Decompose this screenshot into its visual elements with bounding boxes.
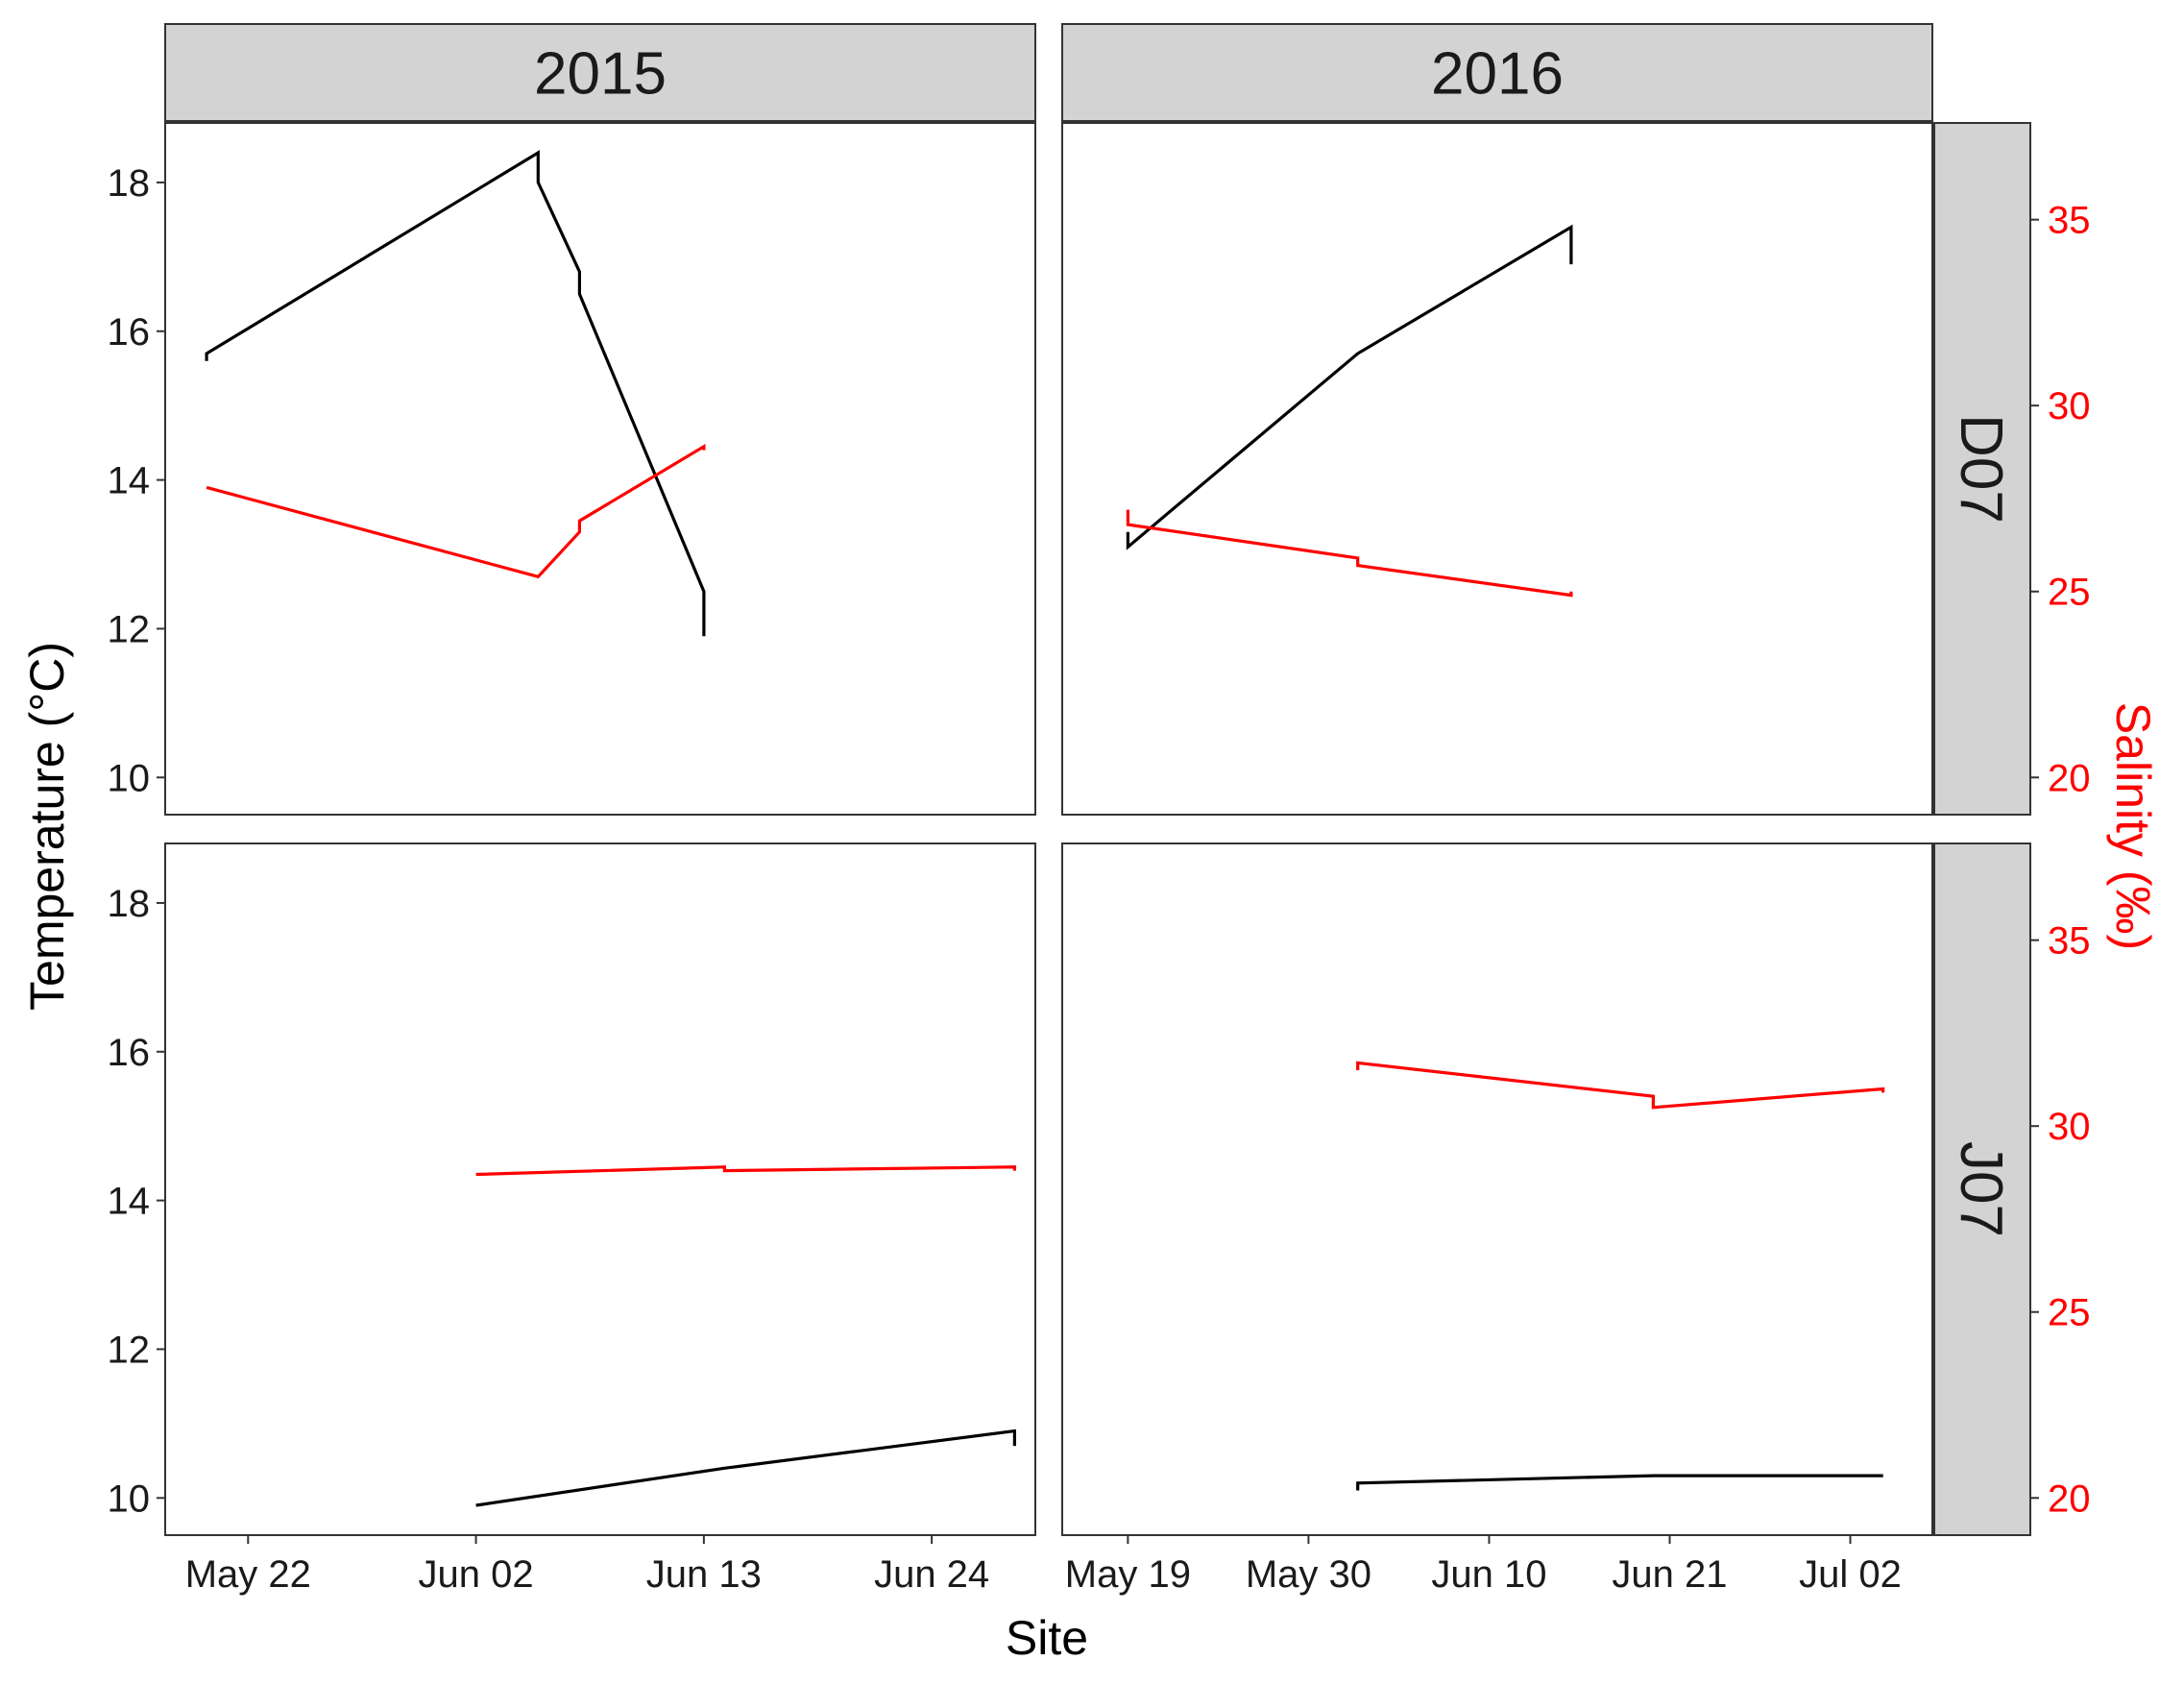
salinity-line-2015-D07 [206,443,706,579]
y-tick-label: 18 [108,883,151,925]
x-tick-label: Jun 02 [419,1553,534,1596]
x-tick-label: Jun 21 [1612,1553,1727,1596]
y-tick-label: 10 [108,757,151,799]
y-tick-label: 12 [108,608,151,650]
facet-strip-label: 2016 [1431,41,1564,108]
y-tick-label: 14 [108,1181,151,1223]
facet-strip-J07 [1933,842,2031,1536]
x-tick-label: Jun 10 [1431,1553,1546,1596]
x-tick-label: Jun 13 [646,1553,762,1596]
y2-axis-title: Salinity (‰) [2106,702,2160,950]
y-tick-label: 12 [108,1329,151,1371]
facet-strip-D07 [1933,122,2031,816]
y2-tick-label: 20 [2048,757,2091,799]
salinity-line-2015-J07 [475,1165,1017,1177]
x-tick-label: Jun 24 [874,1553,989,1596]
y2-tick-label: 35 [2048,200,2091,242]
y2-tick-label: 25 [2048,1292,2091,1334]
x-tick-label: May 19 [1065,1553,1191,1596]
y-tick-label: 16 [108,311,151,354]
salinity-line-2016-J07 [1356,1061,1885,1110]
temperature-line-2016-J07 [1356,1474,1883,1491]
y2-tick-label: 25 [2048,572,2091,614]
x-tick-label: Jul 02 [1799,1553,1902,1596]
y-tick-label: 16 [108,1032,151,1074]
x-tick-label: May 22 [185,1553,311,1596]
facet-strip-2016 [1061,23,1933,122]
y2-tick-label: 35 [2048,920,2091,963]
y-tick-label: 18 [108,162,151,205]
y2-tick-label: 30 [2048,1106,2091,1148]
panel-2016-J07 [1061,842,1933,1536]
facet-strip-label: D07 [1948,414,2014,524]
y-tick-label: 10 [108,1477,151,1520]
facet-strip-label: 2015 [534,41,667,108]
temperature-line-2016-D07 [1126,224,1573,550]
y-axis-title: Temperature (°C) [20,642,74,1011]
salinity-line-2016-D07 [1126,509,1573,598]
panel-2016-D07 [1061,122,1933,816]
y2-tick-label: 20 [2048,1477,2091,1520]
facet-strip-label: J07 [1948,1141,2014,1237]
y-tick-label: 14 [108,460,151,502]
panel-2015-D07 [164,122,1036,816]
x-tick-label: May 30 [1246,1553,1371,1596]
temperature-line-2015-J07 [475,1429,1017,1507]
x-axis-title: Site [1006,1611,1088,1665]
y2-tick-label: 30 [2048,385,2091,427]
temperature-line-2015-D07 [205,150,706,637]
panel-2015-J07 [164,842,1036,1536]
facet-strip-2015 [164,23,1036,122]
